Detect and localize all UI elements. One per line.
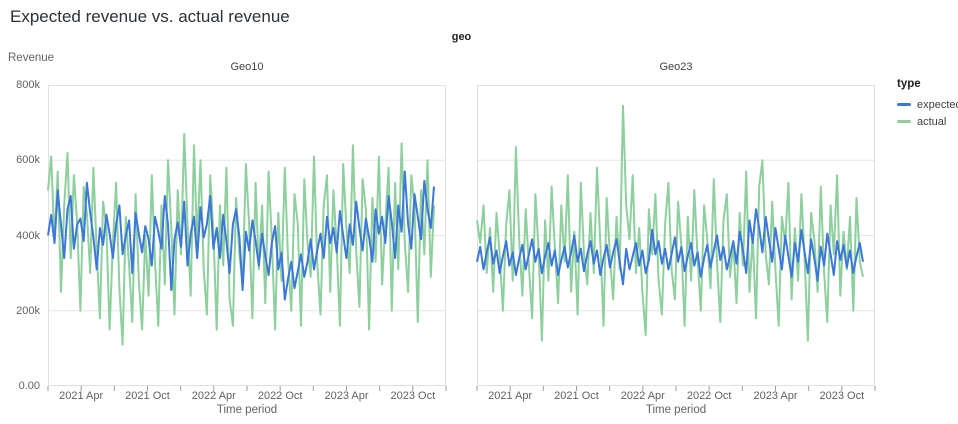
plot-border <box>477 85 875 386</box>
chart-title: Expected revenue vs. actual revenue <box>10 7 290 26</box>
y-tick-label: 0.00 <box>18 380 40 392</box>
x-axis-title-geo23: Time period <box>645 404 707 416</box>
x-tick-label: 2022 Apr <box>620 390 665 402</box>
facet-title-geo23: Geo23 <box>659 61 693 73</box>
line-chart-geo23[interactable] <box>476 85 876 391</box>
y-tick-label: 400k <box>16 229 40 242</box>
x-tick-label: 2021 Oct <box>554 390 599 402</box>
y-axis-title: Revenue <box>8 52 55 64</box>
y-tick-label: 200k <box>16 304 40 317</box>
x-tick-label: 2021 Apr <box>488 390 533 402</box>
x-tick-label: 2023 Apr <box>753 390 798 402</box>
series-line-expected[interactable] <box>476 208 864 286</box>
expected-swatch-icon <box>897 103 911 106</box>
x-axis-title-geo10: Time period <box>216 404 278 416</box>
legend-item-label: expected <box>917 98 958 111</box>
x-tick-label: 2021 Oct <box>125 390 170 402</box>
legend-item-expected[interactable]: expected <box>897 96 958 113</box>
legend: type expected actual <box>897 78 958 130</box>
legend-item-actual[interactable]: actual <box>897 113 958 130</box>
x-tick-label: 2022 Apr <box>191 390 236 402</box>
x-tick-label: 2022 Oct <box>257 390 303 402</box>
x-tick-label: 2023 Apr <box>324 390 369 402</box>
legend-title: type <box>897 78 921 90</box>
y-tick-label: 800k <box>16 79 40 91</box>
facet-group-label: geo <box>451 31 472 43</box>
x-tick-label: 2023 Oct <box>390 390 436 402</box>
series-line-expected[interactable] <box>47 170 435 301</box>
y-tick-label: 600k <box>16 154 40 167</box>
facet-title-geo10: Geo10 <box>230 61 264 73</box>
x-tick-label: 2021 Apr <box>59 390 104 402</box>
x-tick-label: 2022 Oct <box>686 390 732 402</box>
actual-swatch-icon <box>897 120 911 123</box>
legend-item-label: actual <box>917 115 947 128</box>
line-chart-geo10[interactable] <box>47 85 447 391</box>
series-line-actual[interactable] <box>476 104 864 342</box>
series-line-actual[interactable] <box>47 132 435 346</box>
x-tick-label: 2023 Oct <box>819 390 865 402</box>
